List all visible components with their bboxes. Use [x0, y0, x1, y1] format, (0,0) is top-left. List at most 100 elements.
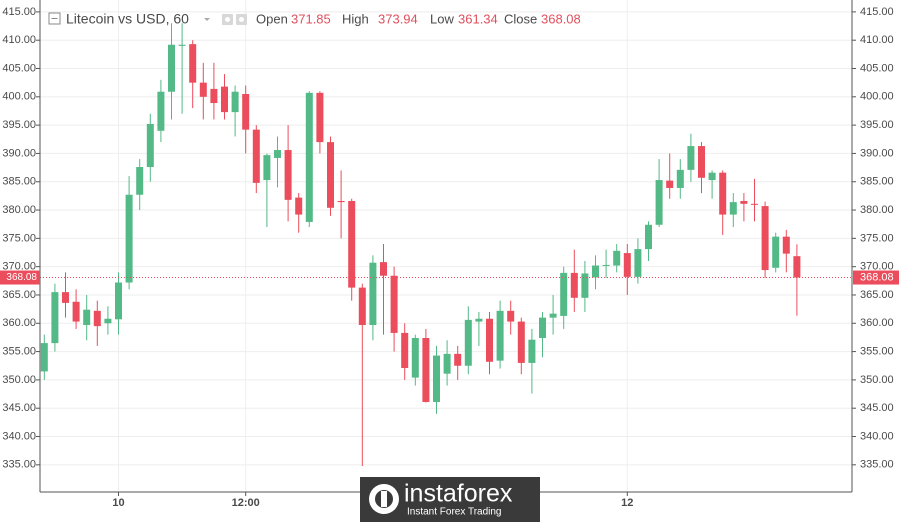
- candle-body: [390, 275, 398, 333]
- x-tick-label: 12:00: [232, 497, 260, 509]
- y-tick-label: 395.00: [860, 119, 894, 131]
- candle-body: [284, 150, 292, 200]
- y-tick-label: 400.00: [860, 91, 894, 103]
- candle-body: [178, 44, 186, 46]
- candle-body: [274, 150, 281, 158]
- candle-body: [634, 249, 642, 277]
- y-tick-label: 395.00: [2, 119, 36, 131]
- y-tick-label: 385.00: [860, 176, 894, 188]
- candle-body: [666, 180, 674, 188]
- candle-body: [729, 202, 737, 215]
- candle-body: [210, 88, 218, 104]
- candle-body: [496, 310, 504, 361]
- candle-body: [115, 282, 122, 320]
- candle-body: [645, 224, 652, 250]
- last-price-label: 368.08: [860, 271, 894, 283]
- dropdown-icon[interactable]: [204, 18, 210, 21]
- y-tick-label: 415.00: [860, 6, 894, 18]
- candle-body: [772, 236, 780, 268]
- candle-body: [411, 338, 419, 378]
- candle-body: [199, 82, 207, 97]
- candle-body: [380, 262, 387, 276]
- candle-body: [263, 155, 271, 181]
- candle-body: [316, 92, 324, 143]
- candle-body: [698, 146, 705, 178]
- candle-body: [581, 273, 589, 298]
- open-value: 371.85: [291, 11, 331, 26]
- y-tick-label: 365.00: [2, 289, 36, 301]
- candle-body: [231, 91, 239, 113]
- candle-body: [464, 319, 472, 366]
- candle-body: [539, 317, 546, 339]
- close-label: Close: [504, 11, 537, 26]
- candle-body: [40, 343, 48, 372]
- y-tick-label: 350.00: [2, 374, 36, 386]
- candle-body: [676, 169, 684, 188]
- y-tick-label: 390.00: [2, 147, 36, 159]
- y-tick-label: 375.00: [860, 232, 894, 244]
- candle-body: [157, 91, 165, 131]
- candle-body: [125, 194, 133, 283]
- y-tick-label: 355.00: [2, 345, 36, 357]
- y-tick-label: 340.00: [2, 430, 36, 442]
- candle-body: [369, 262, 377, 325]
- y-tick-label: 375.00: [2, 232, 36, 244]
- candle-body: [517, 321, 525, 363]
- candle-body: [305, 92, 313, 222]
- candle-body: [570, 272, 578, 298]
- axes: 335.00 335.00 340.00 340.00 345.00 345.00 350.…: [0, 0, 899, 509]
- settings-icon-dot: [239, 17, 244, 22]
- y-tick-label: 415.00: [2, 6, 36, 18]
- y-tick-label: 380.00: [2, 204, 36, 216]
- y-tick-label: 390.00: [860, 147, 894, 159]
- y-tick-label: 345.00: [2, 402, 36, 414]
- watermark: instaforex Instant Forex Trading: [360, 477, 540, 522]
- candle-body: [83, 309, 91, 325]
- y-tick-label: 405.00: [2, 62, 36, 74]
- candle-body: [687, 146, 695, 170]
- candle-body: [475, 318, 483, 322]
- y-tick-label: 335.00: [860, 459, 894, 471]
- y-tick-label: 340.00: [860, 430, 894, 442]
- candle-body: [433, 355, 440, 402]
- candle-body: [549, 313, 557, 318]
- candle-body: [242, 93, 250, 130]
- candle-body: [782, 236, 790, 254]
- candle-body: [613, 250, 621, 266]
- watermark-brand: instaforex: [404, 480, 513, 508]
- close-value: 368.08: [541, 11, 581, 26]
- y-tick-label: 385.00: [2, 176, 36, 188]
- y-tick-label: 400.00: [2, 91, 36, 103]
- candle-body: [252, 129, 260, 183]
- y-tick-label: 355.00: [860, 345, 894, 357]
- candle-body: [422, 338, 430, 402]
- candle-body: [454, 353, 462, 366]
- last-price-tag: [853, 270, 899, 285]
- candle-body: [168, 44, 175, 92]
- candle-body: [72, 301, 80, 322]
- watermark-logo-bar: [381, 491, 387, 507]
- candle-body: [327, 142, 334, 208]
- candle-body: [560, 272, 568, 316]
- x-tick-label: 12: [621, 497, 633, 509]
- open-label: Open: [256, 11, 288, 26]
- collapse-icon[interactable]: [48, 12, 61, 25]
- candle-body: [62, 292, 69, 303]
- candle-body: [719, 172, 727, 215]
- x-tick-label: 10: [112, 497, 124, 509]
- y-tick-label: 380.00: [860, 204, 894, 216]
- candle-body: [348, 200, 356, 288]
- candle-body: [708, 172, 716, 181]
- candle-body: [401, 332, 409, 369]
- candle-body: [146, 123, 154, 168]
- y-tick-label: 370.00: [2, 261, 36, 273]
- candle-body: [93, 310, 101, 327]
- y-tick-label: 410.00: [860, 34, 894, 46]
- candle-body: [358, 287, 366, 325]
- candle-body: [655, 180, 663, 225]
- candle-body: [740, 200, 748, 204]
- candle-body: [337, 200, 345, 203]
